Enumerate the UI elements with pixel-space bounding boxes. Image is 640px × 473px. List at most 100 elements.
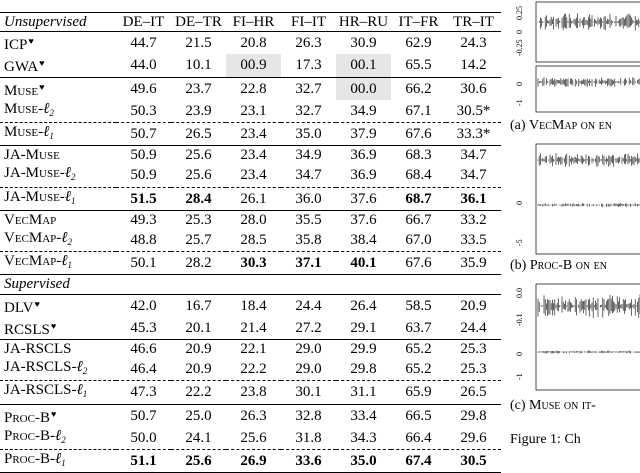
table-row: JA-Muse-ℓ2 50.9 25.6 23.4 34.7 36.9 68.4 34.7 — [0, 164, 501, 187]
tick-label: 0 — [515, 201, 524, 205]
ell-symbol: ℓ — [64, 188, 72, 205]
score-cell: 67.6 — [391, 122, 446, 146]
score-cell: 24.3 — [446, 31, 501, 55]
score-cell: 50.9 — [116, 164, 171, 187]
score-cell: 22.8 — [226, 76, 281, 100]
score-cell: 47.3 — [116, 380, 171, 405]
score-value: 20.9 — [185, 341, 212, 358]
score-cell: 30.6 — [446, 76, 501, 100]
score-value: 23.1 — [240, 102, 267, 119]
score-value: 20.8 — [240, 35, 267, 52]
column-header — [336, 274, 391, 295]
norm-subscript: 1 — [71, 195, 76, 206]
tick-label: -1 — [515, 99, 524, 106]
score-cell: 67.0 — [391, 229, 446, 252]
score-cell: 37.6 — [336, 209, 391, 230]
score-cell: 67.4 — [391, 449, 446, 473]
score-cell: 65.2 — [391, 339, 446, 359]
score-value: 67.4 — [405, 453, 432, 470]
score-cell: 23.7 — [171, 76, 226, 100]
score-cell: 36.1 — [446, 186, 501, 211]
score-cell: 33.6 — [281, 449, 336, 473]
score-value: 35.0 — [295, 126, 322, 143]
score-value: 34.7 — [460, 147, 487, 164]
score-value: 67.6 — [405, 255, 432, 272]
score-value: 25.7 — [185, 232, 212, 249]
score-cell: 18.4 — [226, 293, 281, 317]
score-cell: 23.1 — [226, 100, 281, 123]
plot-a-bottom-frame — [535, 65, 640, 113]
results-table: Unsupervised DE–IT DE–TR FI–HR FI–IT HR–RU IT–… — [0, 11, 501, 473]
score-cell: 25.6 — [171, 449, 226, 473]
score-value: 32.7 — [295, 80, 322, 97]
score-value: 20.9 — [460, 297, 487, 314]
ell-symbol: ℓ — [76, 359, 83, 376]
score-value: 26.5 — [460, 384, 487, 401]
table-row: Muse♥ 49.6 23.7 22.8 32.7 00.0 66.2 30.6 — [0, 76, 501, 100]
score-value: 24.4 — [295, 297, 322, 314]
score-cell: 24.1 — [171, 427, 226, 450]
score-cell: 20.9 — [171, 339, 226, 359]
method-name: Proc-B-ℓ2 — [0, 427, 116, 450]
method-name: RCSLS♥ — [0, 317, 116, 340]
heart-icon: ♥ — [28, 36, 34, 47]
score-value: 34.9 — [350, 102, 377, 119]
method-label: JA-RSCLS- — [4, 359, 77, 376]
method-name: Muse-ℓ1 — [0, 122, 116, 146]
score-value: 36.1 — [460, 190, 487, 207]
score-value: 23.9 — [185, 102, 212, 119]
norm-subscript: 1 — [49, 131, 54, 142]
score-cell: 23.9 — [171, 100, 226, 123]
score-value: 16.7 — [185, 297, 212, 314]
score-cell: 31.1 — [336, 380, 391, 405]
score-cell: 33.4 — [336, 403, 391, 427]
score-value: 29.6 — [460, 429, 487, 446]
method-name: Proc-B-ℓ1 — [0, 449, 116, 473]
score-cell: 36.9 — [336, 145, 391, 165]
section-header-row: Supervised — [0, 274, 501, 295]
column-header — [226, 274, 281, 295]
score-cell: 26.5 — [171, 122, 226, 146]
score-cell: 30.5 — [446, 449, 501, 473]
score-value: 29.0 — [295, 361, 322, 378]
score-value: 21.4 — [240, 319, 267, 336]
method-name: VecMap-ℓ2 — [0, 229, 116, 252]
score-value: 22.1 — [240, 341, 267, 358]
score-value: 29.9 — [350, 341, 377, 358]
score-value: 35.9 — [460, 255, 487, 272]
score-cell: 38.4 — [336, 229, 391, 252]
column-header — [446, 274, 501, 295]
score-value: 25.6 — [185, 453, 212, 470]
score-value: 25.6 — [240, 429, 267, 446]
score-cell: 33.2 — [446, 209, 501, 230]
norm-subscript: 2 — [71, 172, 76, 183]
column-header: FI–IT — [281, 11, 336, 32]
score-cell: 20.9 — [446, 293, 501, 317]
score-cell: 44.7 — [116, 31, 171, 55]
score-cell: 28.2 — [171, 251, 226, 275]
score-value: 30.9 — [350, 35, 377, 52]
score-cell: 32.7 — [281, 76, 336, 100]
score-value: 26.9 — [240, 453, 267, 470]
score-value: 30.5 — [460, 453, 487, 470]
score-value: 66.5 — [405, 407, 432, 424]
norm-subscript: 2 — [67, 237, 73, 248]
table-row: RCSLS♥ 45.3 20.1 21.4 27.2 29.1 63.7 24.4 — [0, 317, 501, 340]
table-row: JA-RSCLS 46.6 20.9 22.1 29.0 29.9 65.2 25.3 — [0, 339, 501, 359]
norm-subscript: 2 — [61, 434, 66, 445]
score-value: 23.8 — [240, 384, 267, 401]
score-value: 30.6 — [460, 80, 487, 97]
score-cell: 36.9 — [336, 164, 391, 187]
score-cell: 37.1 — [281, 251, 336, 275]
score-cell: 29.9 — [336, 339, 391, 359]
score-cell: 25.3 — [171, 209, 226, 230]
score-cell: 45.3 — [116, 317, 171, 340]
score-value: 23.7 — [185, 80, 212, 97]
score-value: 32.7 — [295, 102, 322, 119]
table-row: ICP♥ 44.7 21.5 20.8 26.3 30.9 62.9 24.3 — [0, 31, 501, 55]
score-cell: 00.9 — [226, 54, 281, 78]
score-cell: 10.1 — [171, 54, 226, 77]
score-cell: 63.7 — [391, 317, 446, 340]
score-value: 50.9 — [130, 167, 157, 184]
norm-subscript: 1 — [67, 260, 73, 271]
